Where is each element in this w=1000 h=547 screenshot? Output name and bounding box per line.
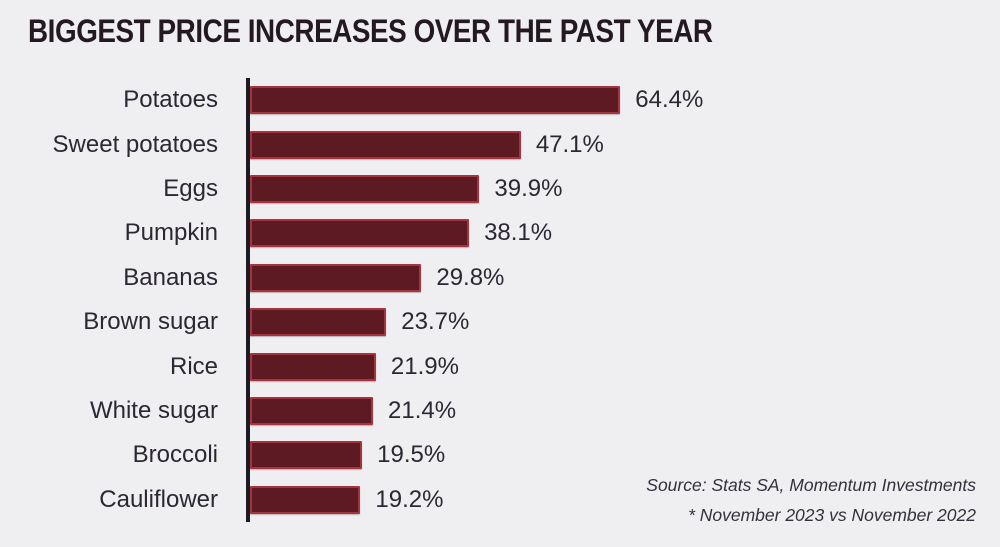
bar-track: 19.2% (232, 478, 1000, 522)
bar-track: 21.4% (232, 389, 1000, 433)
bar (250, 441, 363, 470)
chart-row: Brown sugar 23.7% (0, 300, 1000, 344)
category-label: Sweet potatoes (52, 130, 218, 158)
value-label: 21.4% (388, 397, 457, 425)
chart-row: White sugar 21.4% (0, 389, 1000, 433)
bar (250, 308, 387, 337)
bar-track: 21.9% (232, 344, 1000, 388)
footnote-line: * November 2023 vs November 2022 (688, 505, 976, 526)
value-label: 21.9% (390, 352, 459, 380)
bar-track: 64.4% (232, 78, 1000, 122)
value-label: 38.1% (484, 219, 553, 247)
bar-track: 39.9% (232, 167, 1000, 211)
bar-track: 23.7% (232, 300, 1000, 344)
bar (250, 263, 422, 292)
category-label: Bananas (123, 263, 218, 291)
source-line: Source: Stats SA, Momentum Investments (646, 474, 976, 495)
chart-row: Broccoli 19.5% (0, 433, 1000, 477)
bar (250, 130, 521, 159)
category-label: Pumpkin (124, 219, 218, 247)
bar (250, 219, 470, 248)
category-label: Broccoli (132, 441, 218, 469)
value-label: 64.4% (635, 86, 704, 114)
chart-row: Eggs 39.9% (0, 167, 1000, 211)
chart-row: Bananas 29.8% (0, 256, 1000, 300)
bar-track: 29.8% (232, 256, 1000, 300)
category-label: White sugar (89, 397, 218, 425)
chart-title: BIGGEST PRICE INCREASES OVER THE PAST YE… (28, 13, 713, 49)
bar-chart: Potatoes 64.4% Sweet potatoes 47.1% Eggs 39.9… (0, 78, 1000, 522)
chart-row: Pumpkin 38.1% (0, 211, 1000, 255)
bar (250, 352, 376, 381)
value-label: 47.1% (535, 130, 604, 158)
chart-row: Potatoes 64.4% (0, 78, 1000, 122)
bar (250, 86, 621, 115)
bar-track: 38.1% (232, 211, 1000, 255)
category-label: Brown sugar (83, 308, 218, 336)
category-label: Rice (169, 352, 218, 380)
value-label: 19.2% (375, 485, 444, 513)
bar-track: 19.5% (232, 433, 1000, 477)
chart-row: Cauliflower 19.2% (0, 478, 1000, 522)
bar (250, 397, 374, 426)
category-label: Cauliflower (99, 485, 218, 513)
value-label: 29.8% (436, 263, 505, 291)
chart-row: Sweet potatoes 47.1% (0, 122, 1000, 166)
chart-row: Rice 21.9% (0, 344, 1000, 388)
value-label: 19.5% (377, 441, 446, 469)
bar-track: 47.1% (232, 122, 1000, 166)
y-axis-line (246, 78, 250, 522)
category-label: Potatoes (123, 86, 218, 114)
value-label: 39.9% (494, 175, 563, 203)
source-note: Source: Stats SA, Momentum Investments *… (646, 470, 976, 531)
category-label: Eggs (163, 175, 218, 203)
bar (250, 485, 361, 514)
value-label: 23.7% (401, 308, 470, 336)
bar (250, 175, 480, 204)
